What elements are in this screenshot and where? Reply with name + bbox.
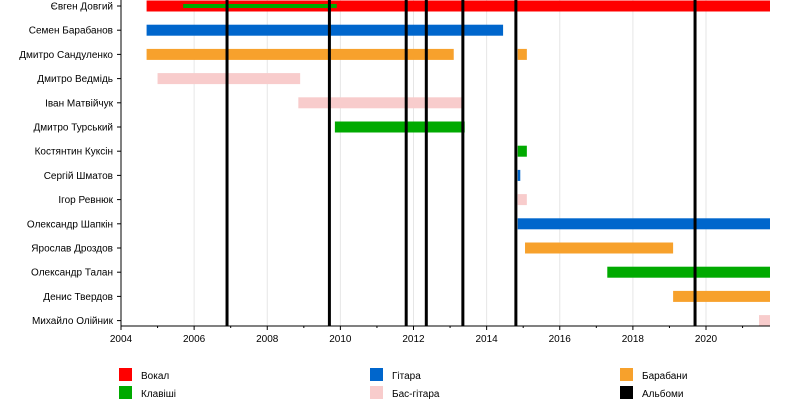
bar-bass-Ігор-Ревнюк bbox=[517, 194, 527, 206]
bar-guitar-Олександр-Шапкін bbox=[517, 218, 770, 230]
bar-bass-Іван-Матвійчук bbox=[298, 97, 463, 109]
x-tick-label: 2018 bbox=[622, 334, 645, 345]
bars-layer bbox=[146, 0, 770, 327]
bar-drums-Дмитро-Сандуленко bbox=[146, 48, 454, 60]
x-tick-label: 2020 bbox=[695, 334, 718, 345]
legend-label-drums: Барабани bbox=[642, 370, 687, 382]
member-name: Іван Матвійчук bbox=[45, 98, 114, 109]
x-tick-label: 2004 bbox=[110, 334, 133, 345]
member-name: Ярослав Дроздов bbox=[31, 244, 113, 255]
member-name: Денис Твердов bbox=[43, 292, 113, 303]
member-name: Євген Довгий bbox=[51, 2, 113, 13]
bar-keys-Дмитро-Турський bbox=[334, 121, 465, 133]
x-tick-label: 2006 bbox=[183, 334, 206, 345]
member-name: Семен Барабанов bbox=[29, 25, 113, 37]
member-name: Костянтин Куксін bbox=[35, 147, 113, 158]
member-name: Ігор Ревнюк bbox=[58, 195, 113, 206]
legend-swatch-keys bbox=[119, 386, 132, 399]
member-name: Сергій Шматов bbox=[44, 171, 113, 182]
legend-swatch-bass bbox=[370, 386, 383, 399]
bar-keys-Євген-Довгий bbox=[183, 4, 337, 8]
legend-swatch-vocals bbox=[119, 368, 132, 381]
legend-label-vocals: Вокал bbox=[141, 371, 169, 382]
legend-swatch-drums bbox=[620, 368, 633, 381]
bar-guitar-Семен-Барабанов bbox=[146, 24, 504, 36]
legend-label-bass: Бас-гітара bbox=[392, 389, 440, 400]
x-axis: 2004 2006 2008 2010 2012 2014 2016 2018 2020 bbox=[110, 0, 770, 345]
x-tick-label: 2010 bbox=[329, 334, 352, 345]
bar-keys-Костянтин-Куксін bbox=[517, 145, 527, 157]
legend-label-keys: Клавіші bbox=[141, 389, 176, 400]
bar-bass-Дмитро-Ведмідь bbox=[157, 73, 301, 85]
bar-drums-Ярослав-Дроздов bbox=[525, 242, 674, 254]
member-name: Олександр Талан bbox=[31, 268, 113, 279]
member-name: Дмитро Ведмідь bbox=[37, 74, 113, 85]
legend-swatch-albums bbox=[620, 386, 633, 399]
x-tick-label: 2016 bbox=[549, 334, 572, 345]
x-tick-label: 2012 bbox=[402, 334, 425, 345]
legend-label-albums: Альбоми bbox=[642, 388, 683, 400]
bar-drums-Денис-Твердов bbox=[673, 290, 770, 302]
member-name: Дмитро Турський bbox=[34, 123, 113, 134]
bar-drums-Дмитро-Сандуленко bbox=[517, 48, 527, 60]
legend-swatch-guitar bbox=[370, 368, 383, 381]
bar-keys-Олександр-Талан bbox=[607, 266, 770, 278]
member-name: Дмитро Сандуленко bbox=[19, 50, 113, 61]
bar-guitar-Сергій-Шматов bbox=[517, 169, 521, 181]
album-lines-layer bbox=[225, 0, 697, 326]
legend-label-guitar: Гітара bbox=[392, 371, 421, 382]
x-tick-label: 2008 bbox=[256, 334, 279, 345]
member-name: Олександр Шапкін bbox=[27, 219, 113, 230]
member-names: Євген Довгий Семен Барабанов Дмитро Сандул… bbox=[19, 2, 121, 327]
bar-vocals-Євген-Довгий bbox=[146, 0, 770, 12]
member-name: Михайло Олійник bbox=[32, 316, 114, 327]
x-tick-label: 2014 bbox=[476, 334, 499, 345]
legend: Вокал Гітара Барабани Клавіші Бас-гітара Альб… bbox=[119, 368, 687, 400]
bar-bass-Михайло-Олійник bbox=[759, 315, 770, 327]
